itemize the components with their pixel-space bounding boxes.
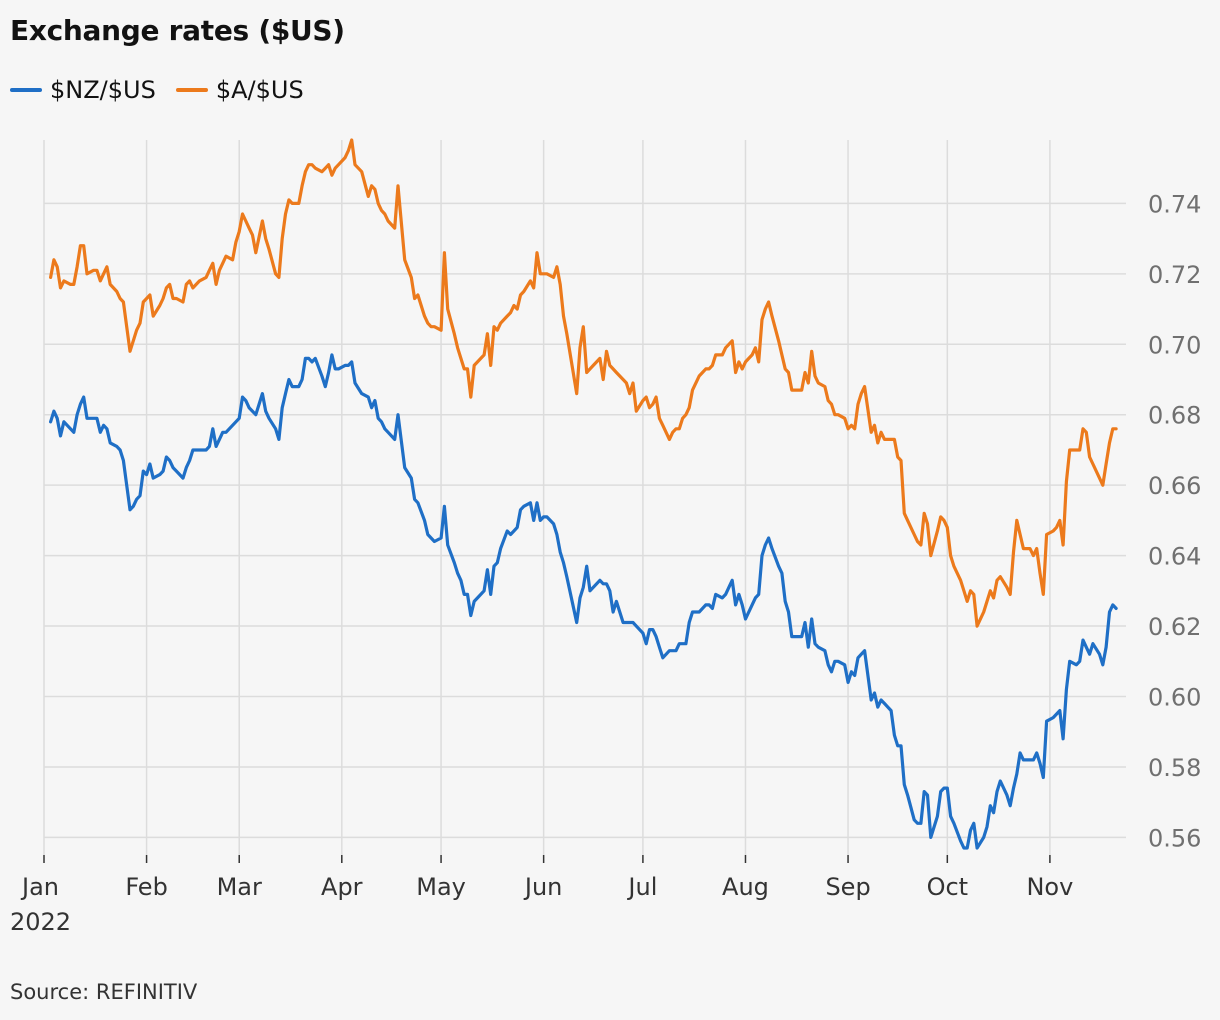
legend-item-aud: $A/$US (175, 76, 304, 104)
y-tick-label: 0.56 (1148, 824, 1201, 852)
source-note: Source: REFINITIV (10, 980, 198, 1004)
x-tick-label: Sep (825, 873, 870, 901)
x-tick-label: Feb (125, 873, 168, 901)
y-tick-label: 0.72 (1148, 261, 1201, 289)
year-label: 2022 (10, 908, 71, 936)
legend: $NZ/$US $A/$US (10, 76, 324, 104)
y-tick-label: 0.64 (1148, 543, 1201, 571)
x-tick-label: Jun (523, 873, 563, 901)
x-axis-ticks: Jan Feb Mar Apr May Jun Jul Aug Sep Oct Nov (20, 855, 1073, 901)
x-tick-label: May (416, 873, 466, 901)
x-tick-label: Apr (321, 873, 363, 901)
grid (43, 140, 1126, 855)
x-tick-label: Mar (217, 873, 262, 901)
y-tick-label: 0.62 (1148, 613, 1201, 641)
y-tick-label: 0.70 (1148, 331, 1201, 359)
y-tick-label: 0.74 (1148, 190, 1201, 218)
y-tick-label: 0.66 (1148, 472, 1201, 500)
legend-item-nzd: $NZ/$US (10, 76, 156, 104)
x-tick-label: Jan (20, 873, 59, 901)
series-line-aud (49, 138, 1118, 628)
y-tick-label: 0.60 (1148, 684, 1201, 712)
x-tick-label: Aug (722, 873, 769, 901)
chart-title: Exchange rates ($US) (10, 14, 345, 47)
x-tick-label: Oct (927, 873, 969, 901)
legend-label-aud: $A/$US (215, 76, 304, 104)
legend-swatch-nzd (10, 88, 42, 92)
series-line-nzd (49, 353, 1118, 850)
y-axis-ticks: 0.56 0.58 0.60 0.62 0.64 0.66 0.68 0.70 0.72 0.74 (1148, 190, 1201, 852)
y-tick-label: 0.68 (1148, 402, 1201, 430)
legend-swatch-aud (175, 88, 208, 92)
x-tick-label: Jul (626, 873, 657, 901)
y-tick-label: 0.58 (1148, 754, 1201, 782)
series-layer (49, 138, 1118, 850)
x-tick-label: Nov (1026, 873, 1073, 901)
legend-label-nzd: $NZ/$US (50, 76, 156, 104)
